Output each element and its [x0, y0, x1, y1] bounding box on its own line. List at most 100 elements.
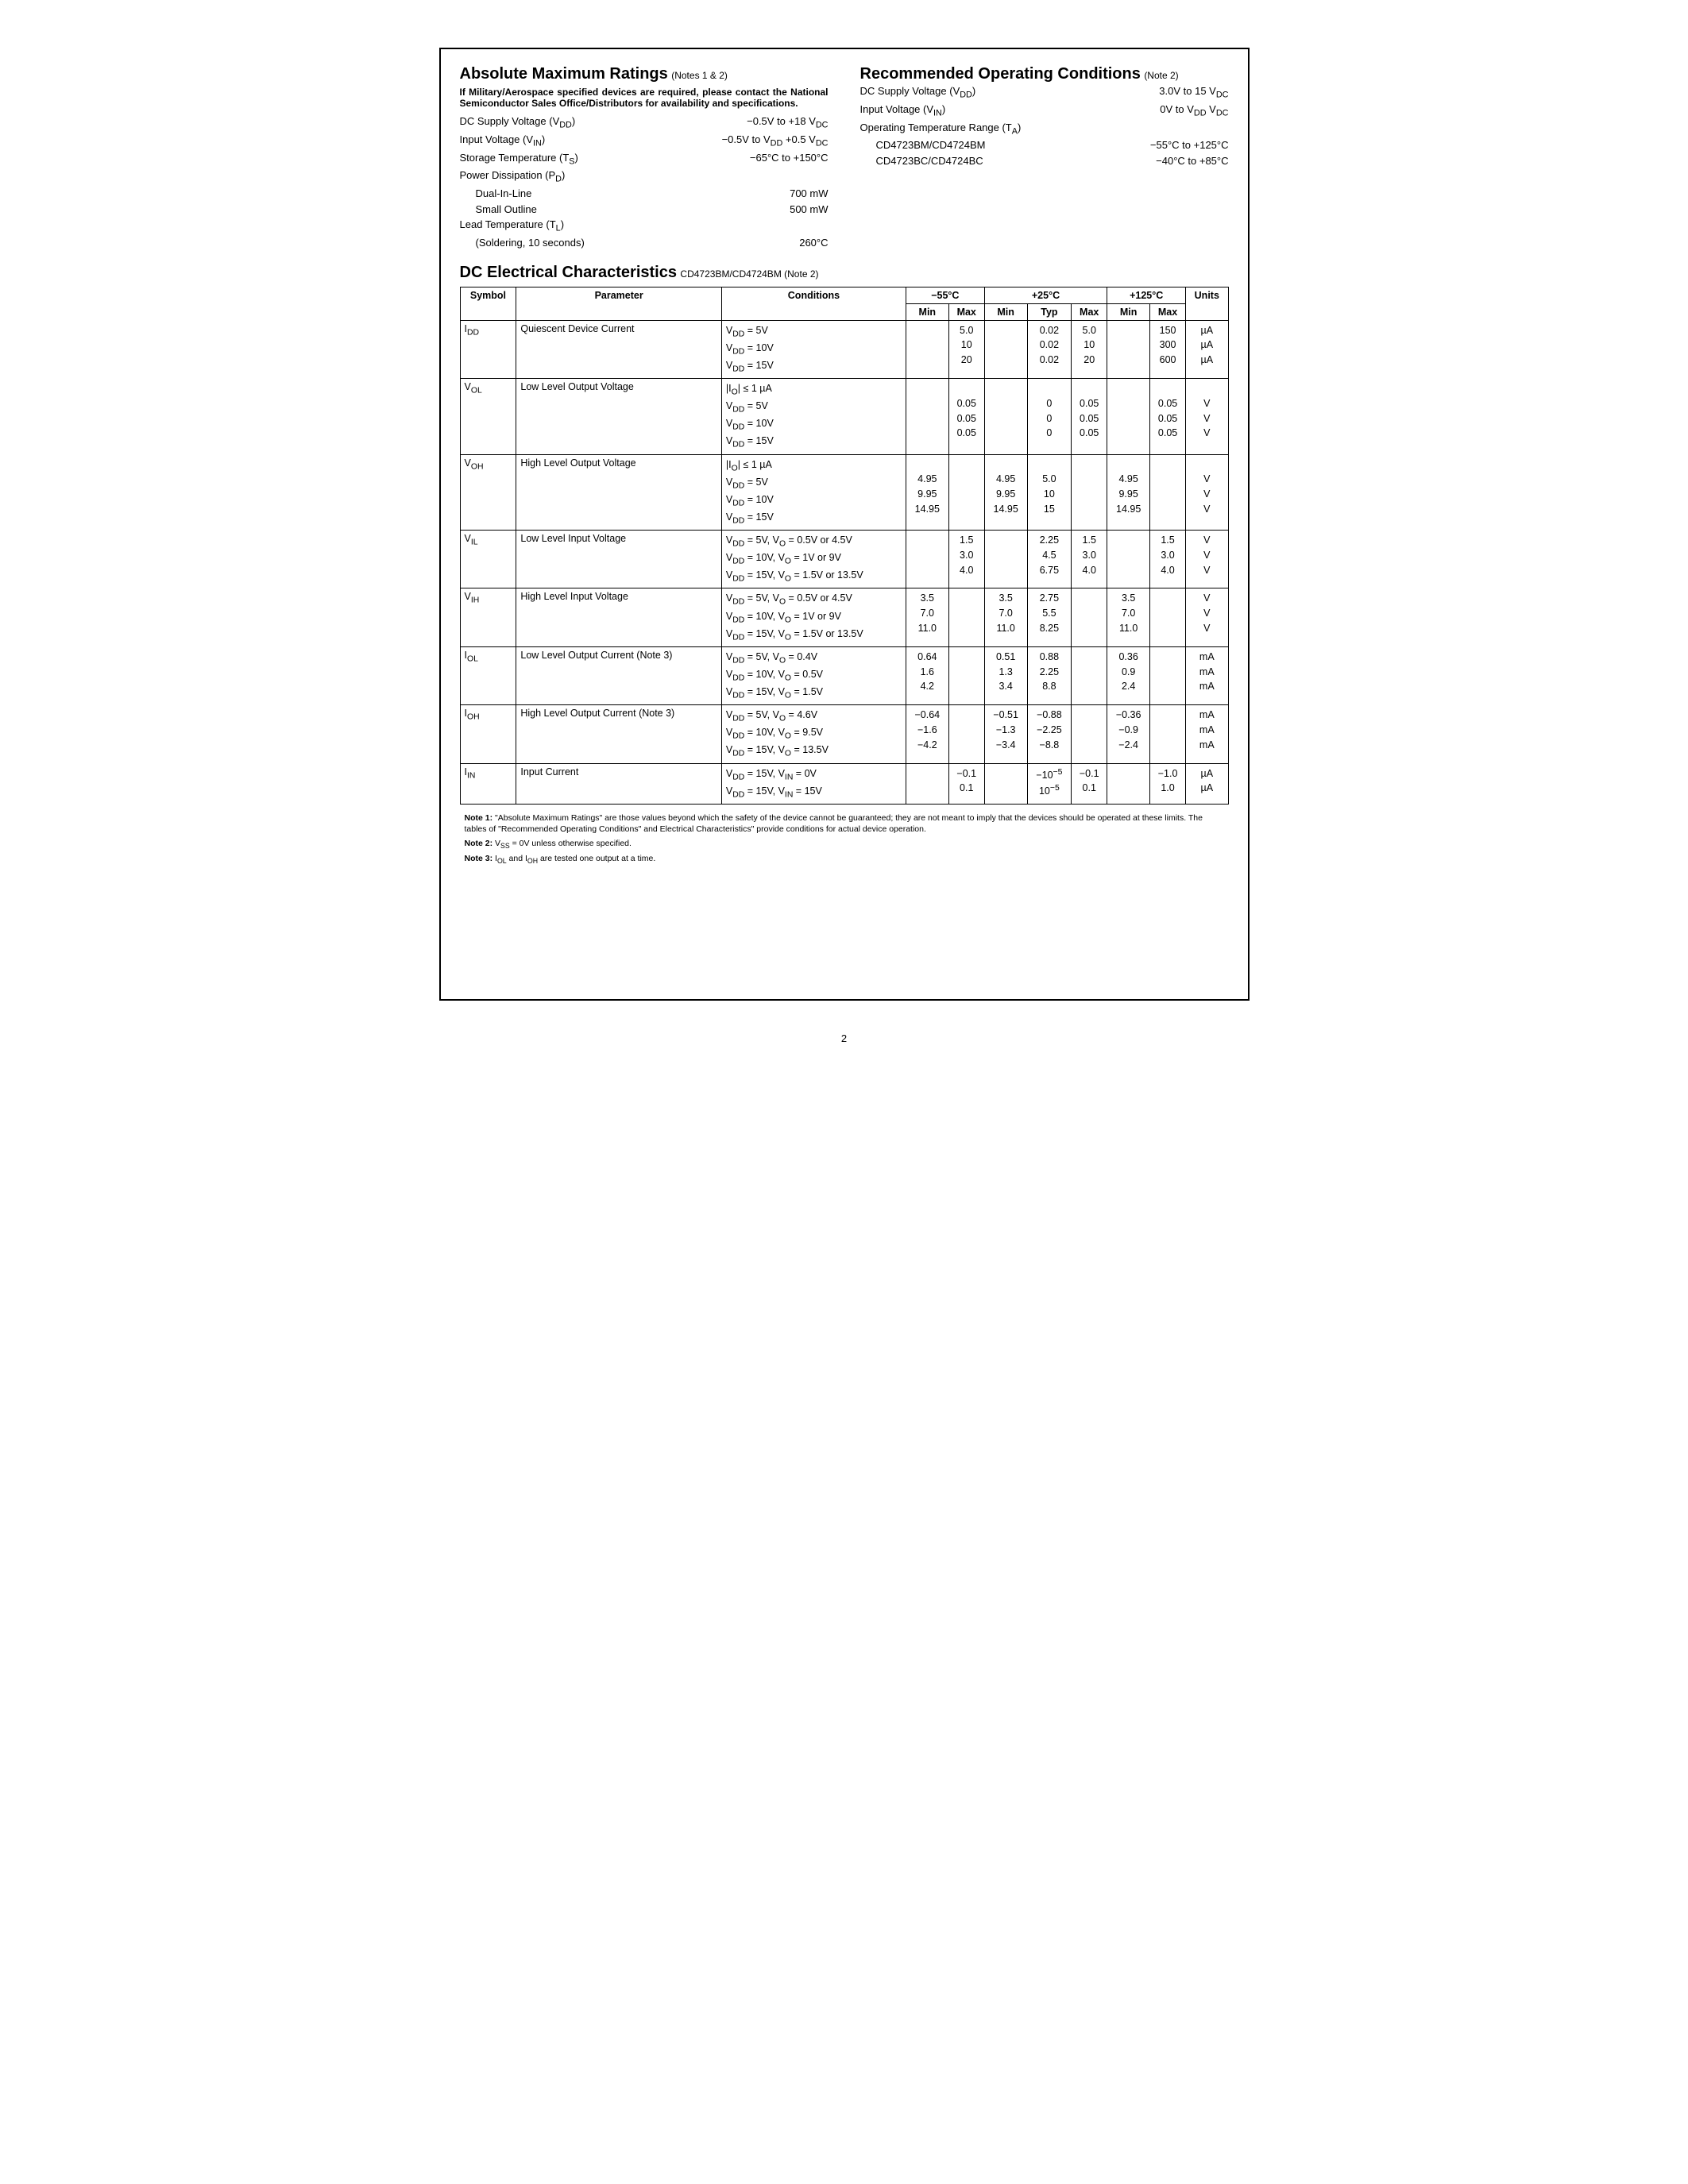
spec-label: Small Outline	[460, 202, 790, 218]
cell-conditions: VDD = 5V, VO = 4.6VVDD = 10V, VO = 9.5VV…	[721, 705, 906, 763]
dc-characteristics-table: Symbol Parameter Conditions −55°C +25°C …	[460, 287, 1229, 805]
col-55-max: Max	[948, 303, 984, 320]
cell-25-max: 0.050.050.05	[1072, 379, 1107, 455]
cell-55-max	[948, 454, 984, 531]
cell-55-min: 0.641.64.2	[906, 646, 948, 704]
cell-25-min: −0.51−1.3−3.4	[984, 705, 1027, 763]
cell-25-typ: 2.755.58.25	[1027, 588, 1072, 646]
cell-parameter: High Level Output Current (Note 3)	[516, 705, 722, 763]
dc-header-row-1: Symbol Parameter Conditions −55°C +25°C …	[460, 287, 1228, 303]
page-number: 2	[32, 1032, 1656, 1044]
dc-table-body: IDDQuiescent Device CurrentVDD = 5VVDD =…	[460, 320, 1228, 804]
spec-row: DC Supply Voltage (VDD)3.0V to 15 VDC	[860, 83, 1229, 102]
cell-units: VVV	[1186, 588, 1228, 646]
footnote: Note 2: VSS = 0V unless otherwise specif…	[465, 838, 1224, 851]
cell-parameter: Low Level Input Voltage	[516, 531, 722, 588]
col-parameter: Parameter	[516, 287, 722, 320]
cell-55-max	[948, 705, 984, 763]
cell-125-min: 4.959.9514.95	[1107, 454, 1150, 531]
cell-symbol: VOL	[460, 379, 516, 455]
cell-parameter: High Level Input Voltage	[516, 588, 722, 646]
abs-max-column: Absolute Maximum Ratings (Notes 1 & 2) I…	[460, 65, 829, 251]
dc-subtitle: CD4723BM/CD4724BM (Note 2)	[680, 268, 818, 280]
rec-heading: Recommended Operating Conditions (Note 2…	[860, 65, 1229, 83]
spec-label: (Soldering, 10 seconds)	[460, 235, 800, 251]
military-note: If Military/Aerospace specified devices …	[460, 87, 829, 109]
cell-125-max: −1.01.0	[1150, 763, 1186, 804]
cell-55-max: 0.050.050.05	[948, 379, 984, 455]
dc-title: DC Electrical Characteristics	[460, 264, 677, 281]
cell-125-min	[1107, 531, 1150, 588]
cell-125-min: 3.57.011.0	[1107, 588, 1150, 646]
col-55-min: Min	[906, 303, 948, 320]
cell-125-min	[1107, 763, 1150, 804]
cell-55-min	[906, 379, 948, 455]
spec-value: −40°C to +85°C	[1156, 153, 1228, 169]
cell-symbol: VIH	[460, 588, 516, 646]
cell-units: µAµA	[1186, 763, 1228, 804]
cell-125-max	[1150, 454, 1186, 531]
spec-value: −0.5V to +18 VDC	[747, 114, 828, 132]
table-row: IDDQuiescent Device CurrentVDD = 5VVDD =…	[460, 320, 1228, 378]
col-125-min: Min	[1107, 303, 1150, 320]
col-25-min: Min	[984, 303, 1027, 320]
spec-row: Input Voltage (VIN)0V to VDD VDC	[860, 102, 1229, 120]
cell-55-max: −0.10.1	[948, 763, 984, 804]
abs-notes-ref: (Notes 1 & 2)	[671, 70, 728, 81]
spec-label: Power Dissipation (PD)	[460, 168, 829, 186]
spec-row: (Soldering, 10 seconds)260°C	[460, 235, 829, 251]
cell-125-max	[1150, 588, 1186, 646]
cell-125-min: −0.36−0.9−2.4	[1107, 705, 1150, 763]
col-temp-25: +25°C	[984, 287, 1107, 303]
spec-label: Storage Temperature (TS)	[460, 150, 750, 168]
table-row: VOHHigh Level Output Voltage|IO| ≤ 1 µAV…	[460, 454, 1228, 531]
cell-parameter: Low Level Output Current (Note 3)	[516, 646, 722, 704]
col-symbol: Symbol	[460, 287, 516, 320]
col-temp-55: −55°C	[906, 287, 984, 303]
abs-title: Absolute Maximum Ratings	[460, 65, 668, 83]
cell-symbol: IDD	[460, 320, 516, 378]
cell-symbol: IOL	[460, 646, 516, 704]
cell-25-typ: −0.88−2.25−8.8	[1027, 705, 1072, 763]
cell-55-min	[906, 531, 948, 588]
rec-notes-ref: (Note 2)	[1144, 70, 1178, 81]
cell-25-typ: 0.020.020.02	[1027, 320, 1072, 378]
spec-label: DC Supply Voltage (VDD)	[860, 83, 1160, 102]
cell-125-max: 1.53.04.0	[1150, 531, 1186, 588]
cell-symbol: VOH	[460, 454, 516, 531]
cell-125-min	[1107, 320, 1150, 378]
cell-25-typ: 5.01015	[1027, 454, 1072, 531]
cell-55-max	[948, 588, 984, 646]
table-row: VILLow Level Input VoltageVDD = 5V, VO =…	[460, 531, 1228, 588]
cell-parameter: Low Level Output Voltage	[516, 379, 722, 455]
cell-conditions: VDD = 15V, VIN = 0VVDD = 15V, VIN = 15V	[721, 763, 906, 804]
col-25-typ: Typ	[1027, 303, 1072, 320]
spec-row: Power Dissipation (PD)	[460, 168, 829, 186]
table-row: VIHHigh Level Input VoltageVDD = 5V, VO …	[460, 588, 1228, 646]
abs-heading: Absolute Maximum Ratings (Notes 1 & 2)	[460, 65, 829, 83]
cell-symbol: VIL	[460, 531, 516, 588]
spec-label: CD4723BC/CD4724BC	[860, 153, 1157, 169]
cell-25-max: 5.01020	[1072, 320, 1107, 378]
spec-value: −0.5V to VDD +0.5 VDC	[722, 132, 829, 150]
col-temp-125: +125°C	[1107, 287, 1186, 303]
cell-units: VVV	[1186, 454, 1228, 531]
cell-25-min	[984, 531, 1027, 588]
spec-row: Operating Temperature Range (TA)	[860, 120, 1229, 138]
cell-125-max: 0.050.050.05	[1150, 379, 1186, 455]
table-row: IOLLow Level Output Current (Note 3)VDD …	[460, 646, 1228, 704]
datasheet-page: Absolute Maximum Ratings (Notes 1 & 2) I…	[439, 48, 1250, 1001]
spec-row: Small Outline500 mW	[460, 202, 829, 218]
spec-row: DC Supply Voltage (VDD)−0.5V to +18 VDC	[460, 114, 829, 132]
footnote: Note 1: "Absolute Maximum Ratings" are t…	[465, 812, 1224, 835]
col-units: Units	[1186, 287, 1228, 320]
footnotes: Note 1: "Absolute Maximum Ratings" are t…	[460, 812, 1229, 866]
cell-units: VVV	[1186, 379, 1228, 455]
dc-heading: DC Electrical Characteristics CD4723BM/C…	[460, 264, 1229, 282]
cell-25-min: 4.959.9514.95	[984, 454, 1027, 531]
spec-row: Dual-In-Line700 mW	[460, 186, 829, 202]
spec-value: −65°C to +150°C	[750, 150, 829, 168]
cell-parameter: Quiescent Device Current	[516, 320, 722, 378]
cell-55-min: 4.959.9514.95	[906, 454, 948, 531]
cell-25-max	[1072, 454, 1107, 531]
